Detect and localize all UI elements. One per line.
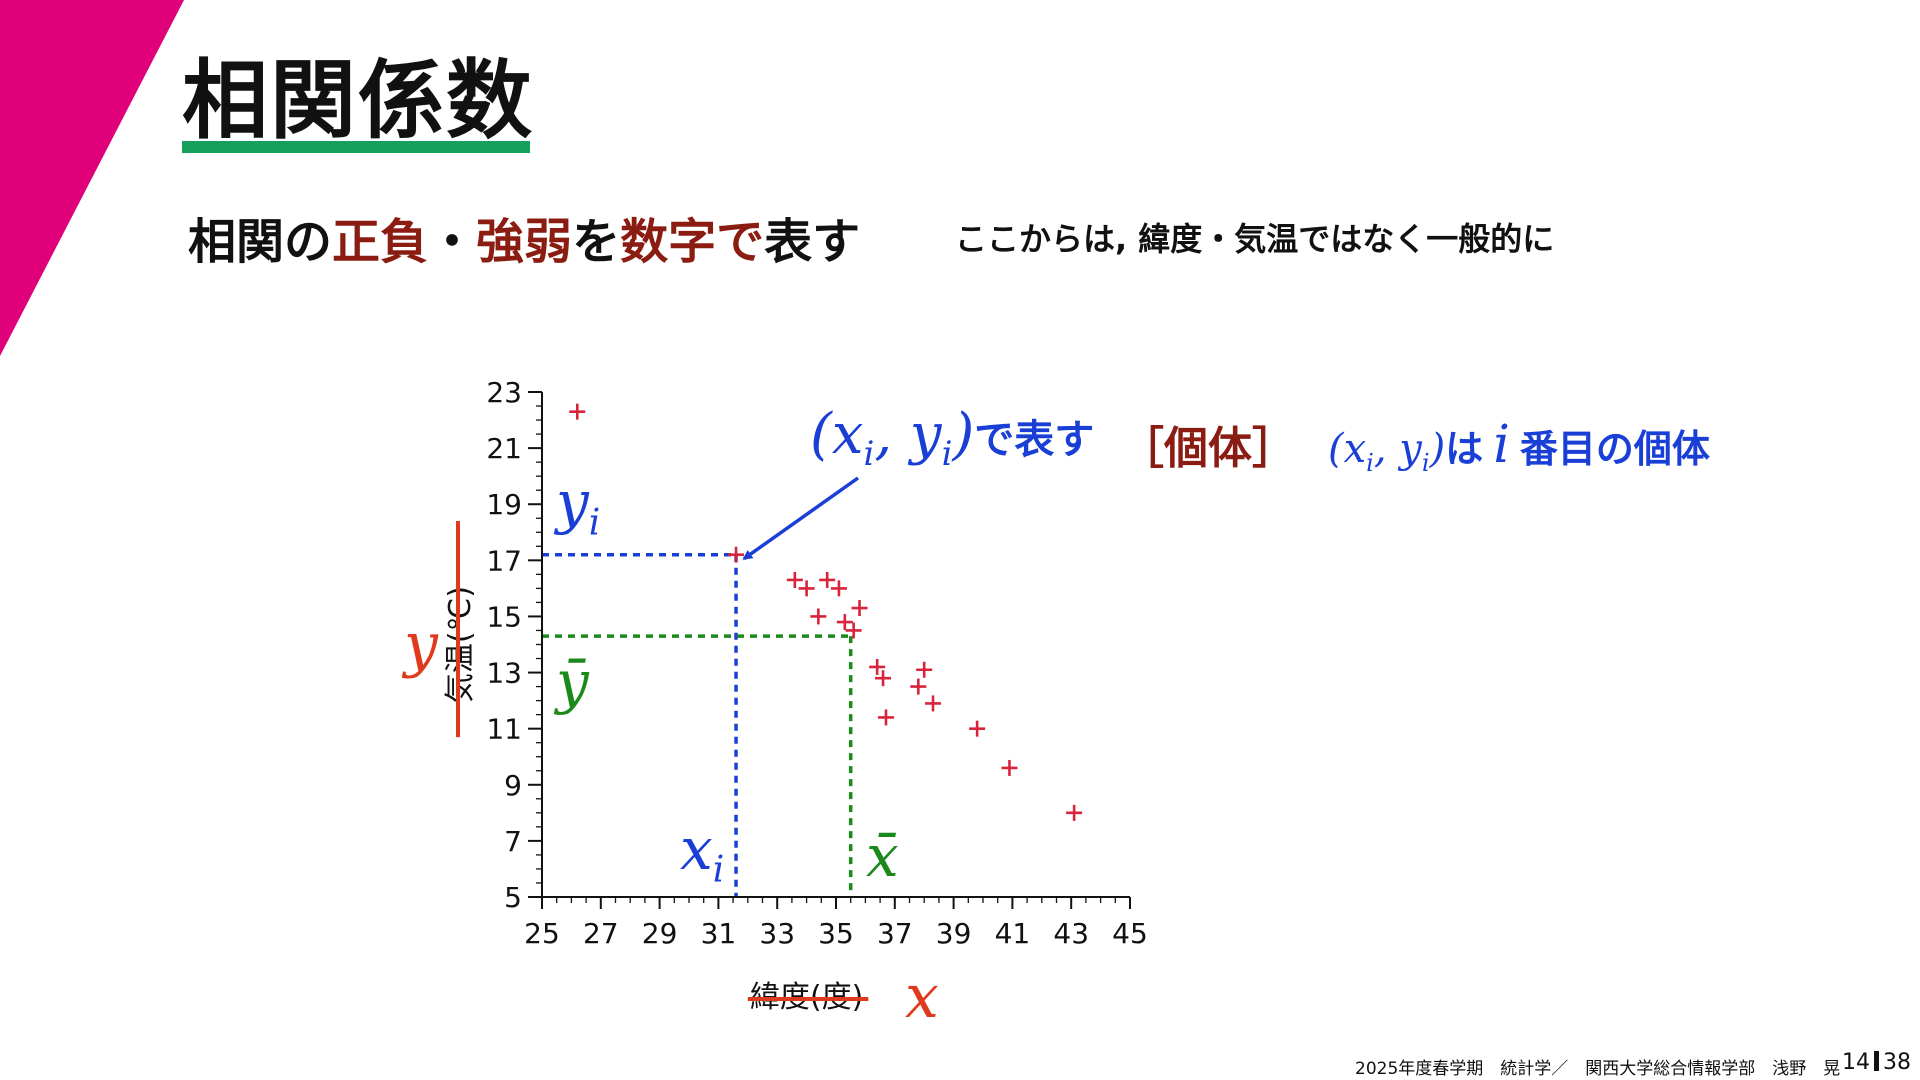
point-notation-sub: i [863, 434, 875, 475]
xi-label: xi [680, 815, 724, 891]
individual-note-i: i [1493, 415, 1510, 475]
data-point [925, 695, 942, 712]
y-tick-label: 5 [504, 881, 522, 914]
data-point [728, 546, 745, 563]
y-variable-label: y [404, 610, 438, 680]
x-tick-label: 35 [818, 917, 854, 950]
data-point [910, 678, 927, 695]
slide-title: 相関係数 [182, 51, 534, 151]
y-tick-label: 15 [486, 600, 522, 633]
y-tick-label: 23 [486, 376, 522, 409]
yi-label: yi [556, 468, 600, 544]
y-tick-label: 9 [504, 769, 522, 802]
y-axis-label: 気温(℃) [443, 586, 478, 703]
data-point [836, 614, 853, 631]
point-notation-text: で表す [974, 417, 1095, 463]
data-point [830, 580, 847, 597]
accent-corner [0, 0, 184, 356]
y-tick-label: 7 [504, 825, 522, 858]
x-tick-label: 33 [759, 917, 795, 950]
footer-credit: 2025年度春学期 統計学／ 関西大学総合情報学部 浅野 晃 [1355, 1059, 1841, 1079]
subtitle-part: 表す [764, 214, 861, 270]
subtitle-part-emph: 数字で [620, 214, 765, 270]
xi-label-var: x [680, 815, 713, 883]
accent-triangle [0, 0, 184, 356]
x-tick-label: 29 [642, 917, 678, 950]
individual-label: ［個体］ [1120, 423, 1296, 474]
y-tick-label: 17 [486, 544, 522, 577]
page-number: 14 38 [1842, 1050, 1911, 1075]
x-tick-label: 41 [995, 917, 1031, 950]
page-total: 38 [1883, 1050, 1911, 1075]
pointer-arrow [742, 476, 860, 561]
data-point [810, 608, 827, 625]
point-notation-sep: , y [874, 402, 942, 467]
yi-label-var: y [556, 468, 589, 536]
y-tick-label: 11 [486, 713, 522, 746]
data-point [1066, 804, 1083, 821]
y-tick-label: 21 [486, 432, 522, 465]
generalization-note: ここからは, 緯度・気温ではなく一般的に [955, 220, 1555, 258]
individual-note-sub2: i [1421, 449, 1430, 477]
point-notation-sub2: i [941, 434, 953, 475]
subtitle-part: ・ [428, 214, 477, 270]
y-tick-label: 19 [486, 488, 522, 521]
xi-label-sub: i [712, 849, 725, 891]
page-separator [1874, 1051, 1879, 1071]
data-point [916, 661, 933, 678]
x-tick-label: 43 [1053, 917, 1089, 950]
title-underline [182, 141, 530, 153]
data-point [969, 720, 986, 737]
data-point [819, 571, 836, 588]
x-tick-label: 45 [1112, 917, 1148, 950]
individual-note-open: (x [1328, 426, 1367, 472]
data-point [1001, 759, 1018, 776]
data-point [786, 571, 803, 588]
x-tick-label: 27 [583, 917, 619, 950]
data-point [869, 658, 886, 675]
ybar-label: ȳ [556, 648, 589, 716]
x-tick-label: 37 [877, 917, 913, 950]
subtitle-part: 相関の [188, 214, 333, 270]
individual-note-text-b: 番目の個体 [1519, 427, 1710, 471]
page-current: 14 [1842, 1050, 1870, 1075]
yi-label-sub: i [588, 502, 601, 544]
x-tick-label: 31 [701, 917, 737, 950]
individual-note-sep: , y [1373, 426, 1422, 472]
point-notation-open: (x [810, 402, 864, 467]
data-point [798, 580, 815, 597]
data-point [875, 670, 892, 687]
x-variable-label: x [905, 962, 939, 1032]
y-tick-label: 13 [486, 657, 522, 690]
data-point [877, 709, 894, 726]
xbar-label: x̄ [866, 822, 899, 890]
point-notation-close: ) [952, 402, 975, 467]
data-point [845, 622, 862, 639]
x-tick-label: 25 [524, 917, 560, 950]
subtitle-part-emph: 正負 [332, 214, 429, 270]
data-point [851, 600, 868, 617]
x-tick-label: 39 [936, 917, 972, 950]
slide-subtitle: 相関の正負・強弱を数字で表す [188, 202, 860, 272]
individual-note-text-a: は [1445, 427, 1484, 471]
subtitle-part: を [572, 214, 621, 270]
individual-note: (xi, yi)は i 番目の個体 [1328, 415, 1710, 477]
individual-note-sub: i [1366, 449, 1374, 477]
individual-note-close: ) [1429, 426, 1446, 472]
data-point [569, 403, 586, 420]
subtitle-part-emph: 強弱 [476, 214, 573, 270]
point-notation: (xi, yi)で表す [810, 402, 1094, 474]
